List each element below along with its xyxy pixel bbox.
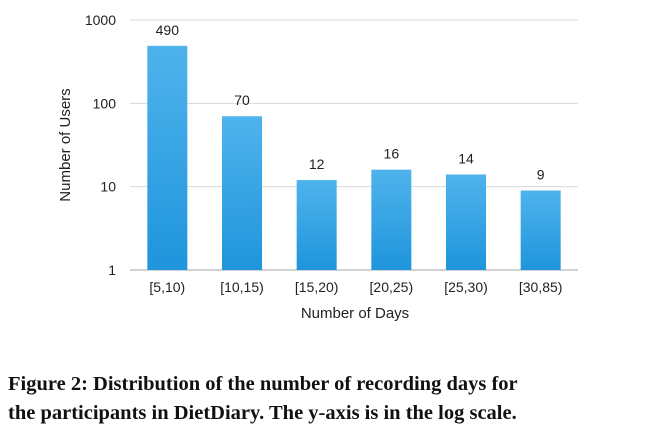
x-tick-label: [10,15) bbox=[220, 279, 264, 295]
x-axis-title: Number of Days bbox=[301, 305, 409, 322]
x-tick-label: [30,85) bbox=[519, 279, 563, 295]
data-label: 14 bbox=[458, 150, 474, 166]
bar bbox=[296, 180, 337, 270]
y-axis-title: Number of Users bbox=[57, 88, 74, 201]
y-tick-label: 1000 bbox=[85, 12, 116, 28]
y-tick-label: 1 bbox=[108, 262, 116, 278]
bar bbox=[371, 169, 412, 270]
x-tick-label: [5,10) bbox=[149, 279, 185, 295]
bar bbox=[222, 116, 262, 271]
y-tick-label: 100 bbox=[93, 95, 117, 111]
y-tick-labels: 1 10 100 1000 bbox=[85, 12, 116, 278]
gridlines bbox=[130, 19, 578, 271]
caption-line-2: the participants in DietDiary. The y-axi… bbox=[8, 402, 517, 424]
data-label: 70 bbox=[234, 92, 250, 108]
data-label: 490 bbox=[156, 22, 180, 38]
data-labels: 490 70 12 16 14 9 bbox=[156, 22, 545, 183]
data-label: 16 bbox=[384, 146, 400, 162]
bar-chart: 1 10 100 1000 [5,10) [10,15) [15,20) [20,25) [2… bbox=[57, 12, 578, 322]
bars bbox=[147, 45, 561, 271]
figure-caption: Figure 2: Distribution of the number of … bbox=[8, 370, 644, 428]
x-tick-label: [20,25) bbox=[370, 279, 414, 295]
bar bbox=[520, 190, 561, 270]
bar bbox=[446, 174, 486, 270]
data-label: 9 bbox=[537, 166, 545, 182]
x-tick-label: [25,30) bbox=[444, 279, 488, 295]
bar bbox=[147, 45, 188, 271]
x-tick-labels: [5,10) [10,15) [15,20) [20,25) [25,30) [30,85… bbox=[149, 279, 562, 295]
data-label: 12 bbox=[309, 156, 325, 172]
caption-line-1: Figure 2: Distribution of the number of … bbox=[8, 373, 518, 395]
y-tick-label: 10 bbox=[100, 179, 116, 195]
x-tick-label: [15,20) bbox=[295, 279, 339, 295]
